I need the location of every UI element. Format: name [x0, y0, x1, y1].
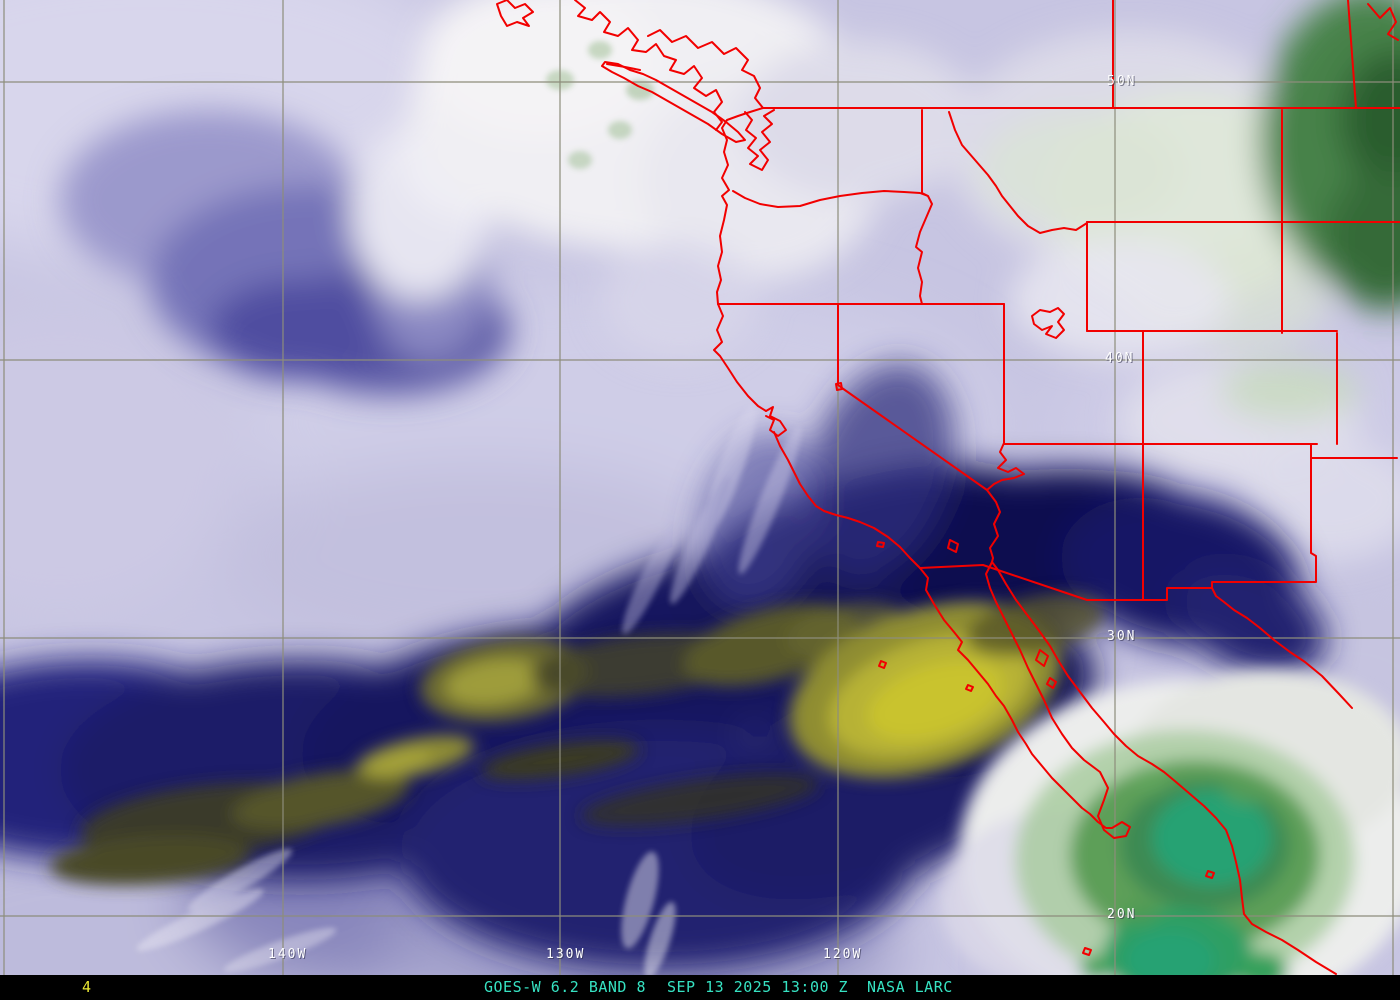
caption-bar: 4 GOES-W 6.2 BAND 8 SEP 13 2025 13:00 Z …	[0, 975, 1400, 1000]
credit-label: NASA LARC	[867, 978, 953, 996]
timestamp-label: SEP 13 2025 13:00 Z	[667, 978, 849, 996]
lat-label-20n: 20N	[1107, 907, 1137, 922]
lon-label-140w: 140W	[268, 947, 308, 962]
vortex-and-clouds	[60, 0, 1400, 560]
frame-number: 4	[82, 978, 92, 996]
water-vapor-imagery	[0, 0, 1400, 975]
latlon-gridlines	[0, 0, 1400, 975]
lon-label-120w: 120W	[823, 947, 863, 962]
map-boundaries	[496, 0, 1400, 975]
lon-label-130w: 130W	[546, 947, 586, 962]
lat-label-40n: 40N	[1105, 351, 1135, 366]
cloud-streaks	[136, 41, 802, 975]
lat-label-30n: 30N	[1107, 629, 1137, 644]
lat-label-50n: 50N	[1107, 74, 1137, 89]
tropical-convection	[940, 670, 1400, 975]
product-label: GOES-W 6.2 BAND 8	[484, 978, 647, 996]
